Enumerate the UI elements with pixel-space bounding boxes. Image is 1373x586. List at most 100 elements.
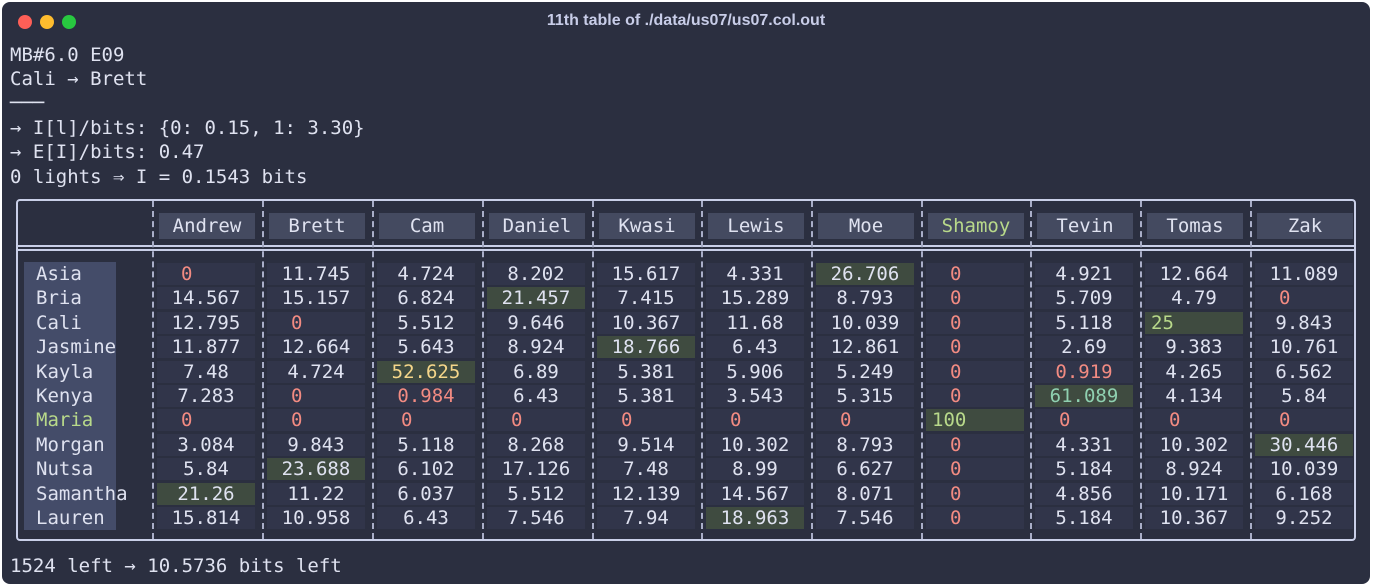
table-cell: 6.824 <box>377 287 475 310</box>
table-cell: 5.118 <box>1035 311 1133 334</box>
header-rule-top <box>18 245 1354 247</box>
table-cell: 7.283 <box>157 385 255 407</box>
row-label-morgan: Morgan <box>36 433 105 456</box>
table-cell: 8.924 <box>487 336 585 359</box>
table-cell: 0 <box>487 409 585 432</box>
column-separator <box>262 201 264 539</box>
table-cell: 6.43 <box>487 385 585 407</box>
table-cell: 0 <box>926 433 1024 456</box>
table-cell: 9.252 <box>1255 507 1353 529</box>
column-header-cam: Cam <box>379 213 475 239</box>
column-separator <box>1030 201 1032 539</box>
column-separator <box>701 201 703 539</box>
table-cell: 10.302 <box>706 433 804 456</box>
table-cell: 14.567 <box>706 482 804 505</box>
table-cell: 0 <box>926 507 1024 529</box>
table-cell: 10.171 <box>1145 482 1243 505</box>
table-cell: 4.724 <box>267 360 365 383</box>
table-cell: 15.617 <box>597 263 695 285</box>
table-cell: 10.039 <box>816 311 914 334</box>
column-header-brett: Brett <box>269 213 365 239</box>
table-cell: 5.315 <box>816 385 914 407</box>
window-title: 11th table of ./data/us07/us07.col.out <box>546 12 826 29</box>
table-cell: 10.302 <box>1145 433 1243 456</box>
table-cell: 0 <box>597 409 695 432</box>
header-line-5: 0 lights ⇒ I = 0.1543 bits <box>10 166 308 188</box>
table-cell: 0 <box>157 263 255 285</box>
column-separator <box>811 201 813 539</box>
table-cell: 0 <box>816 409 914 432</box>
row-label-bria: Bria <box>36 287 82 310</box>
table-cell: 5.184 <box>1035 458 1133 481</box>
table-cell: 4.921 <box>1035 263 1133 285</box>
table-cell: 21.26 <box>157 482 255 505</box>
table-cell: 5.84 <box>1255 385 1353 407</box>
table-cell: 0 <box>1255 409 1353 432</box>
header-separator: ─── <box>10 92 45 114</box>
table-cell: 11.877 <box>157 336 255 359</box>
table-cell: 5.184 <box>1035 507 1133 529</box>
table-cell: 14.567 <box>157 287 255 310</box>
table-cell: 6.89 <box>487 360 585 383</box>
table-cell: 5.512 <box>377 311 475 334</box>
table-cell: 6.102 <box>377 458 475 481</box>
table-cell: 5.381 <box>597 360 695 383</box>
table-cell: 7.48 <box>157 360 255 383</box>
table-cell: 10.039 <box>1255 458 1353 481</box>
table-cell: 0 <box>1145 409 1243 432</box>
table-cell: 8.071 <box>816 482 914 505</box>
column-header-daniel: Daniel <box>489 213 585 239</box>
row-label-kayla: Kayla <box>36 360 94 383</box>
table-cell: 8.99 <box>706 458 804 481</box>
header-line-3: → I[l]/bits: {0: 0.15, 1: 3.30} <box>10 117 365 139</box>
header-line-2: Cali → Brett <box>10 68 148 90</box>
table-cell: 12.139 <box>597 482 695 505</box>
close-button[interactable] <box>18 15 32 29</box>
table-cell: 6.43 <box>706 336 804 359</box>
table-cell: 0 <box>267 311 365 334</box>
table-cell: 6.168 <box>1255 482 1353 505</box>
table-cell: 6.037 <box>377 482 475 505</box>
title-bar: 11th table of ./data/us07/us07.col.out <box>2 2 1370 40</box>
table-cell: 15.157 <box>267 287 365 310</box>
table-cell: 6.627 <box>816 458 914 481</box>
table-cell: 23.688 <box>267 458 365 481</box>
table-cell: 5.906 <box>706 360 804 383</box>
table-cell: 4.724 <box>377 263 475 285</box>
minimize-button[interactable] <box>40 15 54 29</box>
row-label-maria: Maria <box>36 409 94 432</box>
table-cell: 7.94 <box>597 507 695 529</box>
table-cell: 4.856 <box>1035 482 1133 505</box>
table-cell: 9.514 <box>597 433 695 456</box>
table-cell: 5.249 <box>816 360 914 383</box>
column-header-zak: Zak <box>1257 213 1353 239</box>
table-cell: 4.265 <box>1145 360 1243 383</box>
column-header-andrew: Andrew <box>159 213 255 239</box>
table-cell: 25 <box>1145 311 1243 334</box>
table-cell: 0 <box>377 409 475 432</box>
table-cell: 8.793 <box>816 287 914 310</box>
column-separator <box>921 201 923 539</box>
table-cell: 0 <box>926 263 1024 285</box>
probability-table: Andrew Brett Cam Daniel Kwasi Lewis Moe Shamoy T… <box>16 199 1356 541</box>
table-cell: 30.446 <box>1255 433 1353 456</box>
table-cell: 12.664 <box>267 336 365 359</box>
table-cell: 52.625 <box>377 360 475 383</box>
table-cell: 15.289 <box>706 287 804 310</box>
table-cell: 8.793 <box>816 433 914 456</box>
table-cell: 0 <box>926 311 1024 334</box>
zoom-button[interactable] <box>62 15 76 29</box>
table-cell: 15.814 <box>157 507 255 529</box>
table-cell: 0.984 <box>377 385 475 407</box>
table-cell: 100 <box>926 409 1024 432</box>
table-cell: 0 <box>926 287 1024 310</box>
table-cell: 10.367 <box>597 311 695 334</box>
header-line-1: MB#6.0 E09 <box>10 44 125 66</box>
table-cell: 0 <box>926 336 1024 359</box>
row-label-nutsa: Nutsa <box>36 458 94 481</box>
table-cell: 7.415 <box>597 287 695 310</box>
table-cell: 11.68 <box>706 311 804 334</box>
table-cell: 5.512 <box>487 482 585 505</box>
table-cell: 21.457 <box>487 287 585 310</box>
